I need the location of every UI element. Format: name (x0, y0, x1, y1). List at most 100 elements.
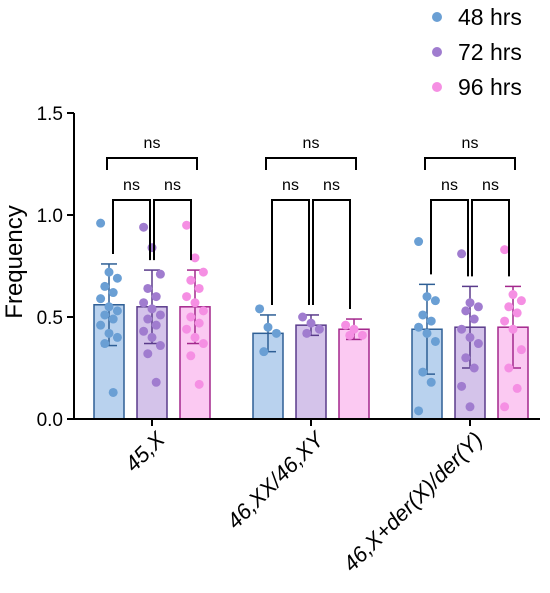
legend-marker-0 (432, 12, 442, 22)
data-point-1-2-1 (465, 298, 475, 308)
data-point-0-2-9 (426, 377, 436, 387)
legend-marker-1 (432, 47, 442, 57)
data-point-1-2-9 (469, 363, 479, 373)
y-tick-label-1: 0.5 (37, 308, 63, 329)
data-point-2-1-2 (357, 330, 367, 340)
bar-1-0 (136, 306, 168, 420)
data-point-1-2-11 (465, 402, 475, 412)
legend-label-2: 96 hrs (458, 74, 522, 100)
data-point-0-1-1 (263, 322, 273, 332)
data-point-0-2-0 (414, 237, 424, 247)
data-point-0-0-10 (96, 320, 106, 330)
data-point-1-0-8 (143, 314, 153, 324)
y-axis-title: Frequency (1, 205, 28, 318)
y-tick-label-2: 1.0 (37, 206, 63, 227)
data-point-2-0-3 (186, 275, 196, 285)
data-point-0-0-1 (104, 267, 114, 277)
significance-layer: ns ns ns ns ns ns ns ns ns (106, 135, 516, 310)
sig-label-2-b: ns (482, 177, 499, 194)
x-tick-label-1: 46,XX/46,XY (222, 426, 330, 534)
data-point-0-0-6 (104, 302, 114, 312)
sig-label-1-a: ns (282, 177, 299, 194)
data-point-1-1-2 (314, 324, 324, 334)
data-point-1-2-4 (469, 314, 479, 324)
sig-bracket-0-c (106, 157, 198, 170)
data-point-1-0-3 (143, 283, 153, 293)
data-point-0-0-11 (104, 328, 114, 338)
data-point-2-2-9 (512, 383, 522, 393)
data-point-0-2-10 (414, 406, 424, 416)
x-tick-label-0: 45,X (120, 426, 171, 477)
sig-bracket-2-b (471, 199, 510, 277)
data-point-2-2-3 (504, 302, 514, 312)
sig-label-2-c: ns (462, 135, 479, 152)
data-point-2-2-10 (500, 402, 510, 412)
data-point-2-2-6 (508, 324, 518, 334)
legend-label-1: 72 hrs (458, 39, 522, 65)
data-point-0-1-0 (255, 304, 265, 314)
y-tick-label-3: 1.5 (37, 104, 63, 125)
data-point-2-0-8 (186, 312, 196, 322)
legend: 48 hrs 72 hrs 96 hrs (432, 4, 522, 100)
data-point-2-2-8 (504, 363, 514, 373)
data-point-1-0-11 (147, 332, 157, 342)
data-point-0-0-13 (100, 339, 110, 349)
data-point-1-0-0 (139, 222, 149, 232)
data-point-0-0-0 (96, 218, 106, 228)
data-point-2-2-1 (508, 290, 518, 300)
legend-label-0: 48 hrs (458, 4, 522, 30)
sig-bracket-2-a (430, 199, 469, 277)
data-point-0-0-14 (108, 387, 118, 397)
data-point-2-2-7 (516, 345, 526, 355)
sig-bracket-0-b (153, 199, 192, 261)
data-point-2-0-0 (182, 220, 192, 230)
data-point-0-0-12 (112, 332, 122, 342)
data-point-0-2-5 (414, 322, 424, 332)
data-point-2-0-2 (198, 267, 208, 277)
data-point-2-0-4 (194, 283, 204, 293)
sig-label-0-b: ns (164, 177, 181, 194)
data-point-2-2-4 (512, 308, 522, 318)
data-point-2-2-2 (516, 296, 526, 306)
data-point-0-1-3 (259, 347, 269, 357)
data-point-2-0-14 (194, 379, 204, 389)
data-point-0-2-8 (418, 367, 428, 377)
data-point-2-0-1 (190, 253, 200, 263)
data-point-0-2-1 (422, 292, 432, 302)
bar-2-1 (338, 328, 370, 420)
data-point-2-0-9 (194, 318, 204, 328)
data-point-2-0-13 (186, 351, 196, 361)
data-point-2-0-6 (190, 298, 200, 308)
data-point-1-2-10 (457, 381, 467, 391)
data-point-1-2-0 (457, 249, 467, 259)
data-point-1-1-3 (302, 328, 312, 338)
data-point-0-2-3 (418, 310, 428, 320)
data-point-1-2-8 (461, 353, 471, 363)
sig-label-0-a: ns (123, 177, 140, 194)
data-point-1-0-7 (155, 310, 165, 320)
data-point-1-0-4 (151, 292, 161, 302)
data-point-0-2-7 (430, 336, 440, 346)
y-tick-label-0: 0.0 (37, 410, 63, 431)
data-point-1-0-1 (147, 243, 157, 253)
data-point-1-2-5 (457, 324, 467, 334)
data-point-0-1-2 (271, 328, 281, 338)
data-point-0-2-2 (430, 296, 440, 306)
sig-bracket-2-c (424, 157, 516, 170)
data-point-0-0-5 (96, 294, 106, 304)
data-point-1-1-1 (306, 318, 316, 328)
data-point-0-0-3 (100, 281, 110, 291)
sig-bracket-1-a (271, 199, 310, 305)
x-tick-label-2: 46,X+der(X)/der(Y) (338, 427, 488, 577)
bar-1-1 (295, 324, 327, 420)
sig-label-0-c: ns (144, 135, 161, 152)
data-point-2-2-0 (500, 245, 510, 255)
legend-marker-2 (432, 82, 442, 92)
data-point-2-0-10 (182, 324, 192, 334)
data-point-1-1-0 (298, 312, 308, 322)
data-point-1-0-5 (139, 298, 149, 308)
data-point-1-2-6 (465, 332, 475, 342)
data-point-2-2-5 (500, 316, 510, 326)
data-point-2-1-0 (341, 320, 351, 330)
